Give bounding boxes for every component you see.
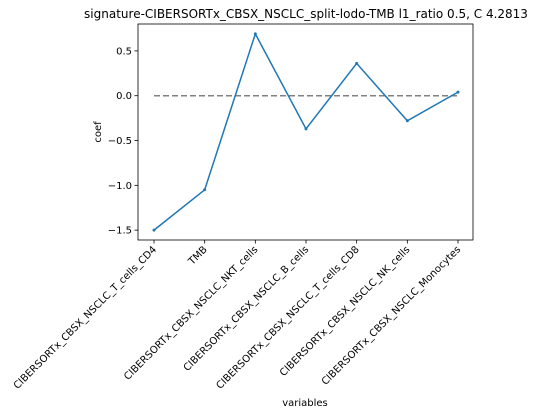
plot-area-frame — [137, 23, 474, 241]
data-point — [355, 61, 359, 65]
y-tick-label: −0.5 — [108, 136, 132, 147]
data-point — [253, 32, 257, 36]
data-point — [456, 90, 460, 94]
chart-title: signature-CIBERSORTx_CBSX_NSCLC_split-lo… — [84, 7, 528, 21]
data-point — [304, 127, 308, 131]
y-tick-label: 0.5 — [116, 46, 132, 57]
series-line — [153, 31, 459, 231]
data-point — [405, 119, 409, 123]
x-tick-label: TMB — [186, 244, 210, 268]
data-point — [152, 228, 156, 232]
y-axis-label: coef — [93, 121, 104, 143]
data-point — [203, 188, 207, 192]
y-tick-label: −1.0 — [108, 181, 132, 192]
y-tick-label: −1.5 — [108, 226, 132, 237]
y-tick-label: 0.0 — [116, 91, 132, 102]
x-axis-label: variables — [282, 398, 328, 409]
